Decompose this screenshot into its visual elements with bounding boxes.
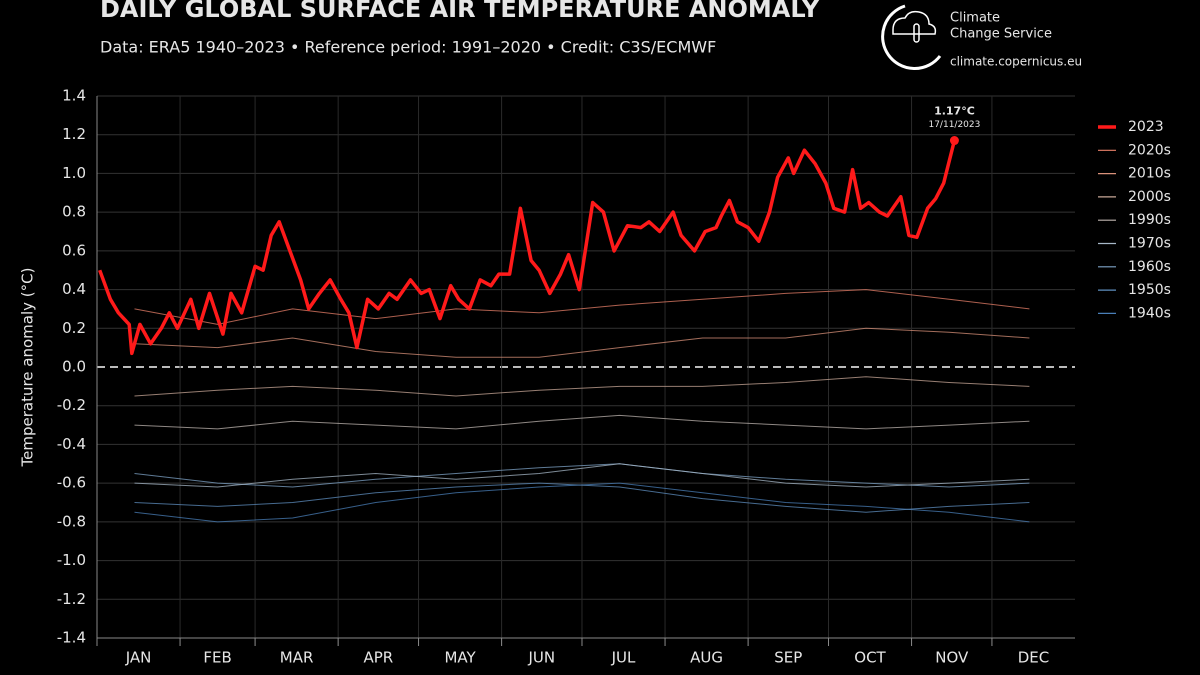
y-tick-label: 0.6 — [62, 241, 86, 259]
y-tick-label: -1.2 — [57, 590, 86, 608]
y-tick-label: 0.0 — [62, 358, 86, 376]
x-tick-label: APR — [363, 649, 393, 667]
y-tick-label: -1.4 — [57, 629, 86, 647]
x-tick-label: JAN — [125, 649, 152, 667]
y-tick-label: -0.2 — [57, 396, 86, 414]
series-line — [98, 140, 957, 356]
annotation-marker — [949, 136, 959, 146]
logo-arc — [881, 4, 942, 70]
y-tick-label: 1.2 — [62, 125, 86, 143]
legend-label: 1960s — [1128, 259, 1171, 275]
legend-label: 1990s — [1128, 212, 1171, 228]
annotation-date: 17/11/2023 — [928, 120, 980, 130]
series-line — [134, 482, 1030, 513]
legend-label: 2010s — [1128, 166, 1171, 182]
logo: Climate Change Service climate.copernicu… — [881, 4, 1082, 70]
brand-line: Climate — [950, 11, 1000, 26]
x-tick-label: JUN — [527, 649, 555, 667]
x-tick-label: AUG — [690, 649, 723, 667]
x-tick-label: NOV — [935, 649, 969, 667]
brand-url: climate.copernicus.eu — [950, 55, 1082, 69]
x-tick-label: DEC — [1018, 649, 1050, 667]
y-tick-label: 1.0 — [62, 164, 86, 182]
y-tick-label: 1.4 — [62, 87, 86, 105]
chart-subtitle: Data: ERA5 1940–2023 • Reference period:… — [100, 38, 716, 57]
series-line — [134, 289, 1030, 325]
y-tick-label: -1.0 — [57, 551, 86, 569]
annotation-value: 1.17°C — [934, 105, 975, 118]
legend-label: 1970s — [1128, 236, 1171, 252]
series-line — [134, 376, 1030, 397]
x-tick-label: FEB — [203, 649, 231, 667]
y-tick-label: -0.8 — [57, 512, 86, 530]
series-line — [134, 414, 1030, 430]
y-tick-label: 0.4 — [62, 280, 86, 298]
series-line — [134, 463, 1030, 488]
x-tick-label: SEP — [774, 649, 802, 667]
x-tick-label: MAR — [280, 649, 314, 667]
x-tick-label: MAY — [444, 649, 476, 667]
series-line — [134, 327, 1030, 358]
chart-title: DAILY GLOBAL SURFACE AIR TEMPERATURE ANO… — [100, 0, 820, 23]
logo-cloud — [892, 10, 937, 35]
brand-line: Change Service — [950, 27, 1052, 42]
y-tick-label: -0.4 — [57, 435, 86, 453]
legend-label: 1940s — [1128, 305, 1171, 321]
x-tick-label: OCT — [854, 649, 886, 667]
y-tick-label: 0.8 — [62, 203, 86, 221]
legend-label: 1950s — [1128, 282, 1171, 298]
y-tick-label: -0.6 — [57, 474, 86, 492]
y-axis-label: Temperature anomaly (°C) — [19, 268, 37, 468]
logo-thermometer — [913, 23, 920, 43]
legend-label: 2000s — [1128, 189, 1171, 205]
series-line — [134, 463, 1030, 488]
y-tick-label: 0.2 — [62, 319, 86, 337]
legend-label: 2023 — [1128, 119, 1164, 135]
x-tick-label: JUL — [611, 649, 636, 667]
legend-label: 2020s — [1128, 142, 1171, 158]
